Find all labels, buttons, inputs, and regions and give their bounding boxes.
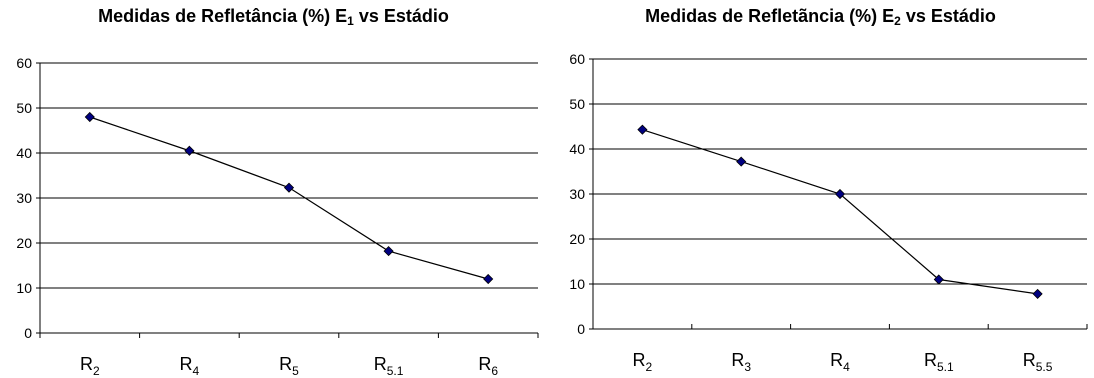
data-point	[933, 274, 944, 285]
chart-title-subscript: 1	[347, 14, 354, 28]
x-tick-label: R2	[80, 354, 100, 378]
chart-title-main: Medidas de Refletãncia (%) E	[645, 6, 895, 26]
chart-title-rest: vs Estádio	[353, 6, 449, 26]
data-point	[283, 182, 295, 193]
data-point	[736, 156, 747, 167]
data-point	[383, 246, 394, 257]
series-line	[642, 129, 1038, 295]
y-tick-label: 40	[569, 141, 585, 157]
x-tick-label: R3	[731, 350, 751, 374]
x-tick-label: R5.5	[1023, 350, 1053, 374]
x-tick-label: R2	[633, 350, 653, 374]
data-point	[84, 111, 95, 123]
chart-title: Medidas de Refletância (%) E1 vs Estádio	[0, 6, 547, 28]
data-point	[637, 124, 648, 135]
chart-title-rest: vs Estádio	[900, 6, 996, 26]
y-tick-label: 60	[16, 55, 32, 71]
y-tick-label: 20	[569, 231, 585, 247]
chart-title-main: Medidas de Refletância (%) E	[98, 6, 348, 26]
chart-title: Medidas de Refletãncia (%) E2 vs Estádio	[547, 6, 1094, 28]
x-tick-label: R5.1	[374, 354, 404, 378]
y-tick-label: 10	[569, 276, 585, 292]
chart-title-subscript: 2	[894, 14, 901, 28]
y-tick-label: 60	[569, 51, 585, 67]
y-tick-label: 10	[16, 280, 32, 296]
x-tick-label: R4	[180, 354, 200, 378]
y-tick-label: 50	[569, 96, 585, 112]
y-tick-label: 40	[16, 145, 32, 161]
y-tick-label: 30	[16, 190, 32, 206]
x-tick-label: R5	[279, 354, 299, 378]
chart-1: Medidas de Refletância (%) E1 vs Estádio…	[0, 6, 547, 378]
chart-2-plot: 0 10 20 30 40 50 60 R2 R3 R4 R5.1 R5.5	[569, 51, 1088, 374]
data-point	[184, 145, 195, 156]
y-tick-label: 30	[569, 186, 585, 202]
x-tick-label: R5.1	[924, 350, 954, 374]
chart-1-plot: 0 10 20 30 40 50 60 R2 R4 R5 R5.1 R6	[16, 55, 539, 378]
y-tick-label: 0	[577, 321, 585, 337]
y-tick-label: 20	[16, 235, 32, 251]
x-tick-label: R4	[830, 350, 850, 374]
data-point	[834, 188, 846, 200]
y-tick-label: 0	[24, 325, 32, 341]
y-tick-label: 50	[16, 100, 32, 116]
chart-2: Medidas de Refletãncia (%) E2 vs Estádio…	[547, 0, 1094, 378]
x-tick-label: R6	[478, 354, 498, 378]
data-point	[1032, 288, 1043, 299]
data-point	[483, 273, 494, 285]
